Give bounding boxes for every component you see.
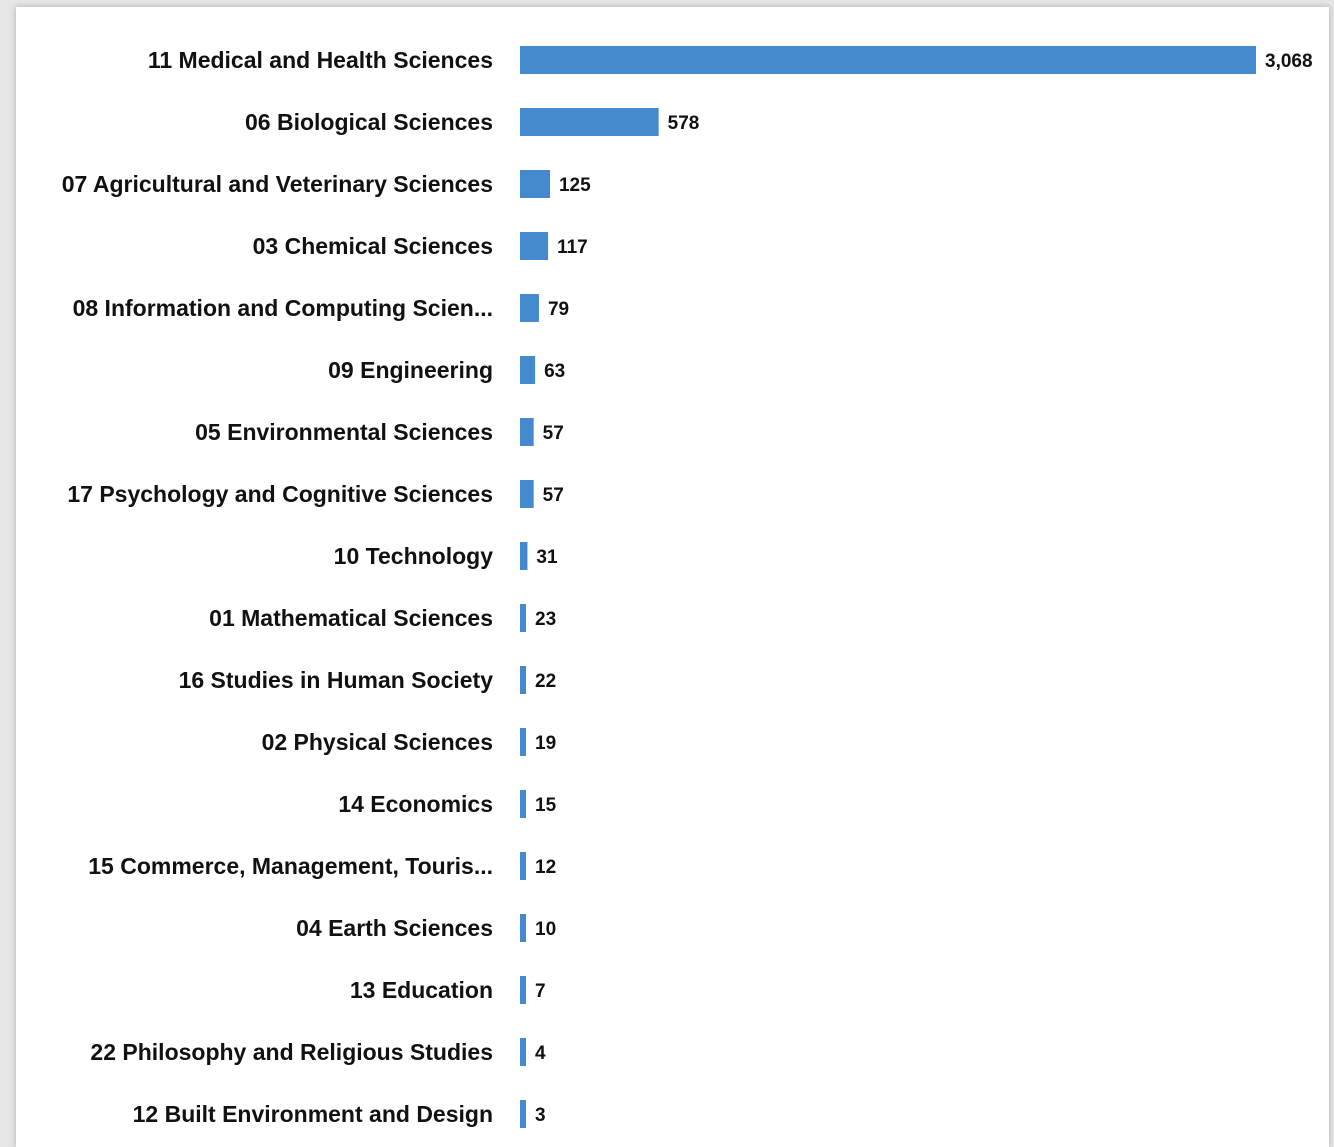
category-label: 22 Philosophy and Religious Studies [90,1039,493,1065]
category-label: 14 Economics [338,791,493,817]
bar-row: 07 Agricultural and Veterinary Sciences 1… [62,170,591,198]
value-label: 7 [535,981,546,1002]
bar[interactable] [520,480,534,508]
bar[interactable] [520,852,526,880]
category-label: 05 Environmental Sciences [195,419,493,445]
bar-row: 22 Philosophy and Religious Studies 4 [90,1038,546,1066]
value-label: 31 [536,547,558,568]
category-label: 09 Engineering [328,357,493,383]
bar[interactable] [520,790,526,818]
bar[interactable] [520,108,659,136]
bar-row: 16 Studies in Human Society 22 [179,666,556,694]
value-label: 57 [543,485,564,506]
bar-row: 14 Economics 15 [338,790,557,818]
bar-row: 02 Physical Sciences 19 [262,728,556,756]
bar[interactable] [520,728,526,756]
value-label: 4 [535,1043,546,1064]
category-label: 15 Commerce, Management, Touris... [88,853,493,879]
bar[interactable] [520,976,526,1004]
category-label: 02 Physical Sciences [262,729,493,755]
bar[interactable] [520,294,539,322]
value-label: 63 [544,361,565,382]
bar-row: 09 Engineering 63 [328,356,565,384]
bar-row: 15 Commerce, Management, Touris... 12 [88,852,556,880]
bar-row: 11 Medical and Health Sciences 3,068 [148,46,1313,74]
bar[interactable] [520,46,1256,74]
category-label: 11 Medical and Health Sciences [148,47,493,73]
category-label: 16 Studies in Human Society [179,667,494,693]
bar[interactable] [520,914,526,942]
value-label: 10 [535,919,556,940]
category-label: 13 Education [350,977,493,1003]
value-label: 23 [535,609,556,630]
bar[interactable] [520,418,534,446]
category-label: 10 Technology [334,543,494,569]
category-label: 08 Information and Computing Scien... [73,295,493,321]
value-label: 19 [535,733,556,754]
bar[interactable] [520,170,550,198]
category-label: 04 Earth Sciences [296,915,493,941]
bar-row: 04 Earth Sciences 10 [296,914,556,942]
value-label: 125 [559,175,591,196]
value-label: 3,068 [1265,51,1313,72]
bar[interactable] [520,356,536,384]
bar-row: 12 Built Environment and Design 3 [133,1100,546,1128]
category-label: 06 Biological Sciences [245,109,493,135]
bar-row: 08 Information and Computing Scien... 79 [73,294,569,322]
category-label: 07 Agricultural and Veterinary Sciences [62,171,493,197]
category-label: 01 Mathematical Sciences [209,605,493,631]
bar-row: 05 Environmental Sciences 57 [195,418,564,446]
bar[interactable] [520,1100,526,1128]
bar[interactable] [520,604,526,632]
category-label: 12 Built Environment and Design [133,1101,493,1127]
bar-row: 17 Psychology and Cognitive Sciences 57 [67,480,564,508]
value-label: 578 [668,113,700,134]
bar-row: 06 Biological Sciences 578 [245,108,699,136]
category-label: 17 Psychology and Cognitive Sciences [67,481,493,507]
bar[interactable] [520,666,526,694]
value-label: 22 [535,671,556,692]
category-label: 03 Chemical Sciences [253,233,493,259]
bar-row: 01 Mathematical Sciences 23 [209,604,556,632]
chart-card [16,7,1329,1147]
bar-row: 10 Technology 31 [334,542,558,570]
value-label: 117 [557,237,588,258]
value-label: 12 [535,857,556,878]
bar-row: 13 Education 7 [350,976,546,1004]
value-label: 15 [535,795,557,816]
value-label: 3 [535,1105,546,1126]
bar-row: 03 Chemical Sciences 117 [253,232,588,260]
bar[interactable] [520,232,549,260]
bar[interactable] [520,542,528,570]
bar[interactable] [520,1038,526,1066]
value-label: 57 [543,423,564,444]
value-label: 79 [548,299,569,320]
